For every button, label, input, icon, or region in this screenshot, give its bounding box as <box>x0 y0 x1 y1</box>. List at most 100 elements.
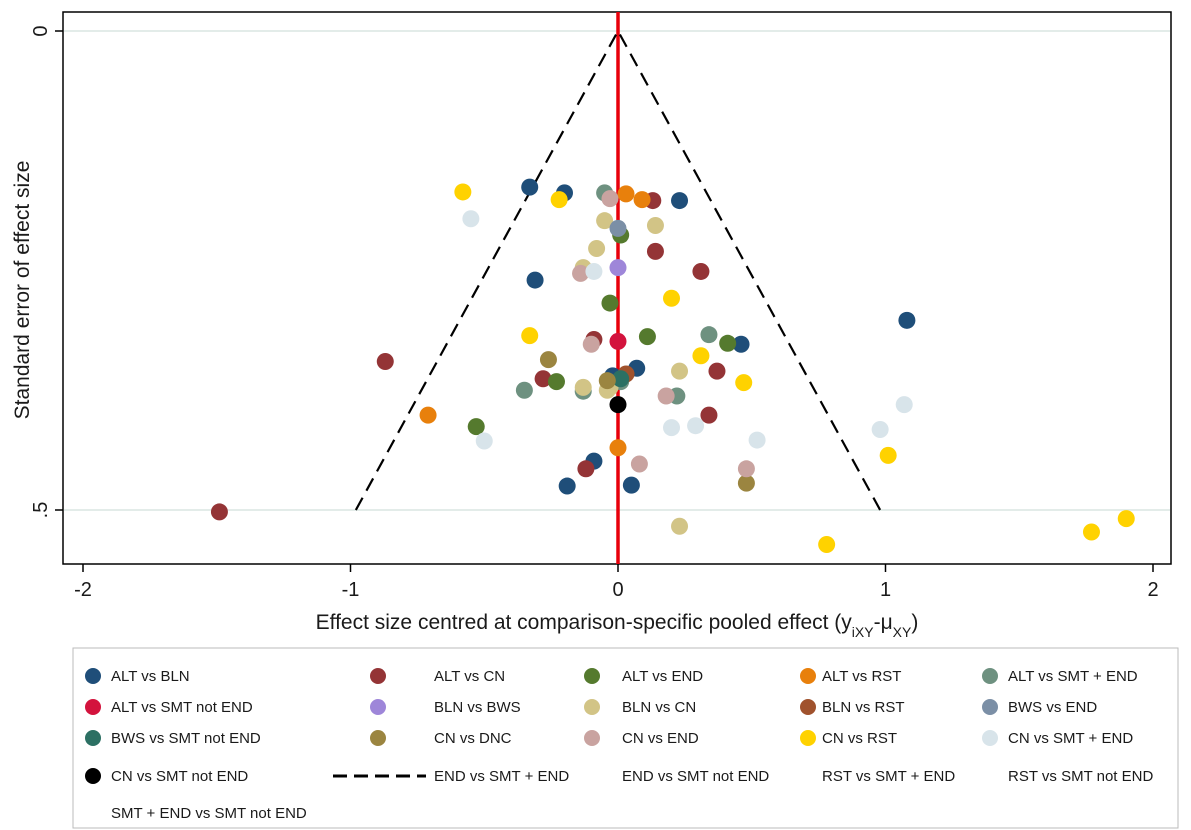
point-s12-0 <box>601 190 619 208</box>
point-s11-2 <box>737 474 755 492</box>
x-tick-label-2: 0 <box>612 579 623 601</box>
y-axis-title: Standard error of effect size <box>11 161 34 420</box>
legend-label-10: BWS vs SMT not END <box>111 730 261 747</box>
legend <box>72 647 1179 829</box>
point-s12-5 <box>737 460 755 478</box>
legend-label-3: ALT vs RST <box>822 668 901 685</box>
x-axis-ticks: -2 -1 0 1 2 <box>74 564 1159 601</box>
point-s12-4 <box>630 455 648 473</box>
point-s13-3 <box>521 327 539 345</box>
legend-marker-1 <box>370 668 386 684</box>
legend-marker-3 <box>800 668 816 684</box>
point-s1-2 <box>692 262 710 280</box>
point-s1-1 <box>646 242 664 260</box>
legend-marker-12 <box>584 730 600 746</box>
data-points <box>210 178 1135 553</box>
point-s13-2 <box>663 289 680 307</box>
point-s7-2 <box>588 239 606 257</box>
point-s2-2 <box>638 328 656 346</box>
point-s2-1 <box>601 294 619 312</box>
legend-marker-11 <box>370 730 386 746</box>
point-s0-5 <box>732 335 750 353</box>
point-s13-1 <box>550 191 568 209</box>
point-s14-7 <box>475 432 493 450</box>
point-s4-2 <box>515 381 533 399</box>
legend-marker-14 <box>982 730 998 746</box>
point-s13-0 <box>454 183 472 201</box>
point-s0-9 <box>622 476 640 494</box>
legend-marker-5 <box>85 699 101 715</box>
x-tick-label-0: -2 <box>74 579 92 601</box>
point-s1-9 <box>210 503 228 521</box>
legend-marker-0 <box>85 668 101 684</box>
point-s15-0 <box>609 396 627 414</box>
legend-label-2: ALT vs END <box>622 668 703 685</box>
y-tick-label-1: .5 <box>30 502 52 519</box>
point-s14-6 <box>748 431 766 449</box>
point-s6-0 <box>609 259 627 277</box>
point-s0-8 <box>558 477 576 495</box>
x-tick-label-1: -1 <box>342 579 360 601</box>
point-s11-0 <box>539 351 557 369</box>
point-s14-4 <box>871 421 889 439</box>
point-s1-4 <box>376 353 394 371</box>
funnel-confidence-lines <box>354 28 882 511</box>
point-s0-2 <box>671 192 689 210</box>
legend-label-8: BLN vs RST <box>822 699 905 716</box>
point-s14-0 <box>462 210 480 228</box>
legend-label-7: BLN vs CN <box>622 699 696 716</box>
legend-label-9: BWS vs END <box>1008 699 1097 716</box>
legend-label-13: CN vs RST <box>822 730 897 747</box>
point-s0-3 <box>526 271 544 289</box>
y-axis-ticks: 0.5 <box>30 25 63 518</box>
legend-marker-6 <box>370 699 386 715</box>
point-s3-3 <box>609 439 627 457</box>
legend-label-16: END vs SMT + END <box>434 768 569 785</box>
legend-marker-4 <box>982 668 998 684</box>
point-s11-1 <box>598 372 616 390</box>
point-s13-5 <box>735 374 753 392</box>
point-s1-6 <box>708 362 726 380</box>
point-s1-7 <box>700 406 718 424</box>
point-s2-3 <box>719 334 737 352</box>
legend-label-15: CN vs SMT not END <box>111 768 248 785</box>
legend-label-20: SMT + END vs SMT not END <box>111 805 307 822</box>
point-s4-1 <box>700 326 718 344</box>
point-s1-8 <box>577 460 595 478</box>
point-s13-9 <box>1117 510 1135 528</box>
point-s10-0 <box>612 370 630 388</box>
y-tick-label-0: 0 <box>30 25 52 36</box>
legend-marker-9 <box>982 699 998 715</box>
point-s12-1 <box>572 264 590 282</box>
point-s14-5 <box>663 419 680 437</box>
point-s12-2 <box>582 335 600 353</box>
point-s12-3 <box>657 387 675 405</box>
legend-label-6: BLN vs BWS <box>434 699 521 716</box>
x-tick-label-4: 2 <box>1147 579 1158 601</box>
legend-marker-7 <box>584 699 600 715</box>
legend-label-0: ALT vs BLN <box>111 668 190 685</box>
legend-label-14: CN vs SMT + END <box>1008 730 1133 747</box>
legend-marker-10 <box>85 730 101 746</box>
point-s7-8 <box>671 517 689 535</box>
point-s5-0 <box>609 332 627 350</box>
point-s0-0 <box>521 178 539 196</box>
point-s9-0 <box>609 219 627 237</box>
point-s13-6 <box>879 446 897 464</box>
point-s3-0 <box>617 185 635 203</box>
legend-entries: ALT vs BLN ALT vs CN ALT vs END ALT vs RST A… <box>85 668 1153 822</box>
point-s3-1 <box>633 191 651 209</box>
point-s2-5 <box>467 418 485 436</box>
point-s2-4 <box>547 373 565 391</box>
legend-label-18: RST vs SMT + END <box>822 768 955 785</box>
legend-marker-2 <box>584 668 600 684</box>
point-s3-2 <box>419 406 437 424</box>
legend-label-19: RST vs SMT not END <box>1008 768 1153 785</box>
point-s7-0 <box>596 212 614 230</box>
point-s7-4 <box>671 362 689 380</box>
legend-marker-13 <box>800 730 816 746</box>
point-s14-2 <box>895 396 913 414</box>
legend-marker-15 <box>85 768 101 784</box>
point-s13-8 <box>1082 523 1100 541</box>
